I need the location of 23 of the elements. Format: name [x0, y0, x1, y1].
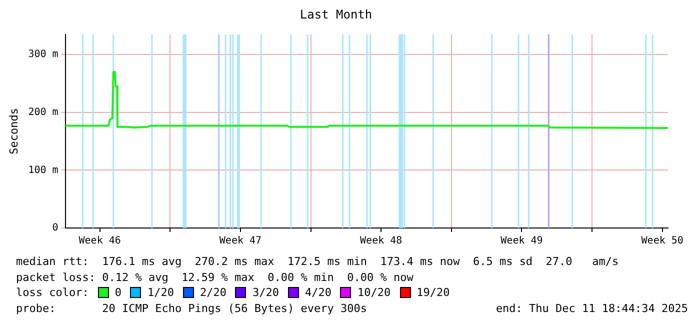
legend-label: 3/20 [252, 285, 279, 300]
chart-title: Last Month [300, 7, 372, 22]
legend-label: 10/20 [357, 285, 391, 300]
x-tick-label: Week 48 [360, 236, 402, 247]
x-tick-label: Week 47 [219, 236, 262, 247]
text: probe: 20 ICMP Echo Pings (56 Bytes) every 300s [16, 300, 367, 316]
text: end: Thu Dec 11 18:44:34 2025 [496, 300, 688, 316]
legend-label: 19/20 [416, 285, 450, 300]
y-tick-label: 0 [52, 222, 58, 234]
legend-title: loss color: [16, 285, 89, 300]
x-tick-label: Week 49 [500, 236, 543, 247]
legend-label: 2/20 [200, 285, 226, 300]
text: packet loss: 0.12 % avg 12.59 % max 0.00 % min 0.00 % now [16, 270, 414, 285]
legend-label: 1/20 [147, 285, 174, 300]
x-tick-label: Week 46 [78, 236, 121, 247]
y-tick-label: 100 m [28, 164, 58, 176]
y-tick-label: 300 m [28, 49, 58, 60]
y-axis-title: Seconds [7, 108, 20, 154]
legend-label: 0 [114, 285, 122, 300]
x-tick-label: Week 50 [641, 236, 684, 247]
text: median rtt: 176.1 ms avg 270.2 ms max 172.5 ms min 173.4 ms now 6.5 ms sd 27.0 am/s [16, 254, 619, 270]
y-tick-label: 200 m [28, 107, 58, 118]
legend-label: 4/20 [304, 285, 332, 300]
